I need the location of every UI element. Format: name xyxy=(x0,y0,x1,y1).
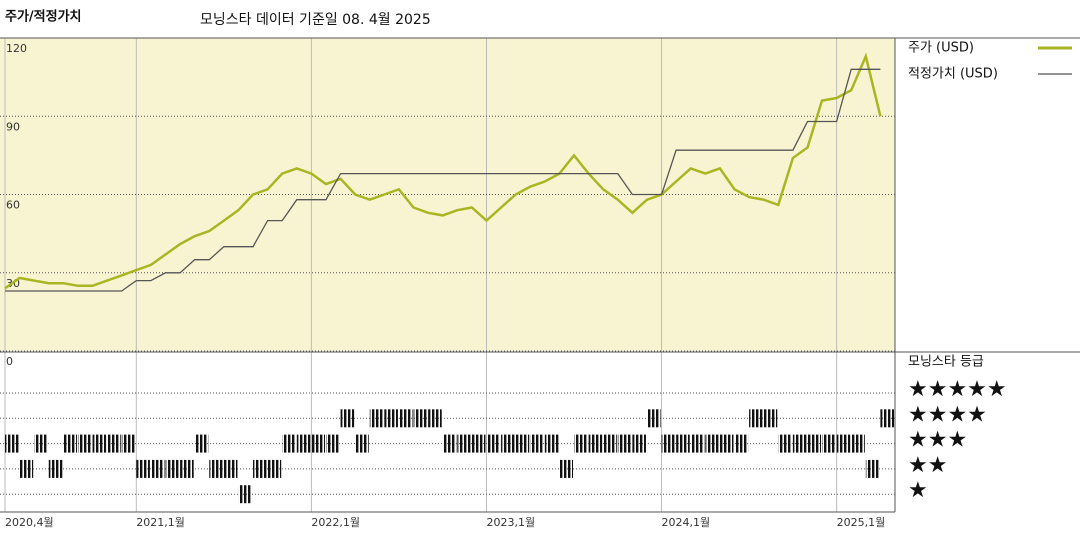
rating-bar xyxy=(92,434,107,453)
series-line xyxy=(4,52,882,290)
rating-bar xyxy=(136,459,150,478)
rating-bar xyxy=(267,459,282,478)
rating-bar xyxy=(311,434,325,453)
rating-bar xyxy=(486,434,501,453)
rating-bar xyxy=(603,434,617,453)
rating-bar xyxy=(617,434,632,453)
rating-bar xyxy=(646,409,661,428)
rating-bar xyxy=(209,459,223,478)
rating-bar xyxy=(574,434,588,453)
rating-bar xyxy=(355,434,369,453)
rating-bar xyxy=(223,459,238,478)
rating-bar xyxy=(661,434,676,453)
rating-label: ★★★★ xyxy=(908,402,987,427)
rating-bar xyxy=(792,434,807,453)
rating-bar xyxy=(398,409,413,428)
rating-bar xyxy=(165,459,180,478)
y-tick-label: 60 xyxy=(6,199,20,212)
x-tick-label: 2025,1월 xyxy=(837,516,886,529)
rating-bar xyxy=(501,434,515,453)
y-tick-label: 120 xyxy=(6,42,27,55)
rating-label: ★ xyxy=(908,478,928,503)
rating-bar xyxy=(851,434,865,453)
rating-bar xyxy=(530,434,544,453)
y-tick-label: 90 xyxy=(6,120,20,133)
rating-bar xyxy=(340,409,355,428)
rating-bar xyxy=(282,434,296,453)
y-tick-label: 0 xyxy=(6,355,13,368)
rating-bar xyxy=(778,434,792,453)
rating-bar xyxy=(749,409,763,428)
rating-label: ★★ xyxy=(908,453,947,478)
rating-bar xyxy=(77,434,92,453)
legend-label: 주가 (USD) xyxy=(908,41,974,56)
header-label: 주가/적정가치 xyxy=(5,9,82,25)
rating-bar xyxy=(442,434,457,453)
rating-bar xyxy=(180,459,194,478)
rating-bar xyxy=(34,434,48,453)
rating-bar xyxy=(676,434,690,453)
rating-bar xyxy=(544,434,559,453)
rating-bar xyxy=(150,459,165,478)
rating-bar xyxy=(19,459,34,478)
rating-bar xyxy=(705,434,719,453)
rating-bar xyxy=(632,434,646,453)
rating-bar xyxy=(471,434,486,453)
rating-bar xyxy=(807,434,822,453)
rating-title: 모닝스타 등급 xyxy=(908,355,984,370)
rating-bar xyxy=(588,434,603,453)
rating-bar xyxy=(880,409,894,428)
rating-bar xyxy=(253,459,267,478)
rating-bar xyxy=(515,434,530,453)
rating-bar xyxy=(719,434,734,453)
rating-label: ★★★★★ xyxy=(908,377,1007,402)
rating-bar xyxy=(690,434,705,453)
rating-bar xyxy=(369,409,384,428)
legend-label: 적정가치 (USD) xyxy=(908,67,998,82)
rating-bar xyxy=(325,434,340,453)
rating-bar xyxy=(296,434,311,453)
x-tick-label: 2022,1월 xyxy=(311,516,360,529)
rating-bar xyxy=(121,434,136,453)
rating-bar xyxy=(559,459,574,478)
rating-bar xyxy=(836,434,851,453)
rating-bar xyxy=(763,409,778,428)
series-line xyxy=(5,68,881,292)
rating-bar xyxy=(734,434,749,453)
x-tick-label: 2021,1월 xyxy=(136,516,185,529)
rating-bar xyxy=(48,459,63,478)
rating-label: ★★★ xyxy=(908,428,967,453)
x-tick-label: 2020,4월 xyxy=(5,516,54,529)
rating-bar xyxy=(413,409,428,428)
x-tick-label: 2023,1월 xyxy=(486,516,535,529)
rating-bar xyxy=(457,434,471,453)
rating-bar xyxy=(63,434,77,453)
rating-bar xyxy=(5,434,19,453)
rating-bar xyxy=(238,485,253,504)
chart-title: 모닝스타 데이터 기준일 08. 4월 2025 xyxy=(200,12,431,28)
x-tick-label: 2024,1월 xyxy=(662,516,711,529)
rating-bar xyxy=(107,434,121,453)
rating-bar xyxy=(194,434,209,453)
rating-bar xyxy=(428,409,442,428)
rating-bar xyxy=(822,434,836,453)
rating-bar xyxy=(384,409,398,428)
rating-bar xyxy=(865,459,880,478)
